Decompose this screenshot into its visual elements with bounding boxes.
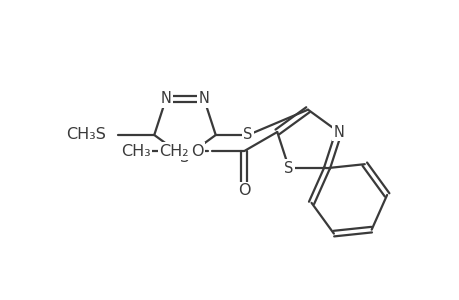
Text: S: S — [284, 161, 293, 176]
Text: CH₃S: CH₃S — [66, 128, 106, 142]
Text: N: N — [333, 124, 343, 140]
Text: O: O — [238, 183, 250, 198]
Text: N: N — [160, 91, 171, 106]
Text: CH₂: CH₂ — [159, 143, 188, 158]
Text: O: O — [191, 143, 204, 158]
Text: S: S — [180, 150, 189, 165]
Text: N: N — [198, 91, 209, 106]
Text: CH₃: CH₃ — [121, 143, 151, 158]
Text: S: S — [243, 128, 252, 142]
